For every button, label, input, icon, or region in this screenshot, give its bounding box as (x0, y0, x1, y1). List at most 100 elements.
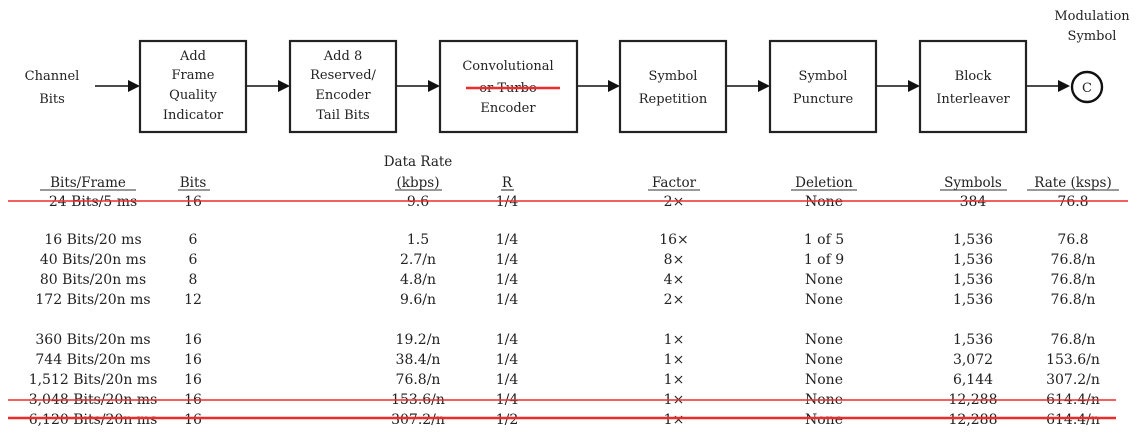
cell-rate: 307.2/n (1046, 372, 1100, 388)
cell-bits-frame: 1,512 Bits/20n ms (29, 372, 158, 388)
cell-data-rate: 76.8/n (396, 372, 441, 388)
cell-symbols: 384 (960, 194, 987, 210)
block-text: Add (179, 49, 206, 64)
cell-rate: 76.8/n (1051, 292, 1096, 308)
cell-r: 1/2 (496, 412, 519, 428)
cell-factor: 2× (664, 194, 685, 210)
block-text: Symbol (649, 69, 698, 84)
header-rate: Rate (ksps) (1034, 175, 1111, 191)
output-label-line-2: Symbol (1068, 29, 1117, 44)
table-row: 6,120 Bits/20n ms 16 307.2/n 1/2 1× None… (29, 412, 1100, 428)
cell-symbols: 1,536 (953, 252, 993, 268)
arrow-head (1058, 80, 1070, 92)
input-label-line-1: Channel (25, 69, 80, 84)
cell-data-rate: 4.8/n (400, 272, 436, 288)
header-r: R (502, 175, 513, 191)
arrow-head (278, 80, 290, 92)
cell-bits: 16 (184, 372, 202, 388)
cell-symbols: 12,288 (949, 412, 998, 428)
cell-factor: 1× (664, 332, 685, 348)
cell-symbols: 1,536 (953, 332, 993, 348)
cell-factor: 1× (664, 412, 685, 428)
cell-data-rate: 307.2/n (391, 412, 445, 428)
cell-symbols: 1,536 (953, 292, 993, 308)
cell-symbols: 3,072 (953, 352, 993, 368)
cell-factor: 16× (659, 232, 689, 248)
cell-bits-frame: 744 Bits/20n ms (35, 352, 150, 368)
cell-r: 1/4 (496, 252, 519, 268)
cell-factor: 1× (664, 352, 685, 368)
cell-factor: 4× (664, 272, 685, 288)
arrow-head (758, 80, 770, 92)
cell-factor: 1× (664, 372, 685, 388)
cell-data-rate: 19.2/n (396, 332, 441, 348)
cell-rate: 76.8 (1057, 194, 1088, 210)
cell-bits-frame: 6,120 Bits/20n ms (29, 412, 158, 428)
table-header: Bits/Frame Bits Data Rate (kbps) R Facto… (40, 154, 1119, 191)
header-factor: Factor (652, 175, 697, 191)
cell-r: 1/4 (496, 292, 519, 308)
cell-data-rate: 9.6 (407, 194, 429, 210)
cell-rate: 76.8 (1057, 232, 1088, 248)
cell-symbols: 1,536 (953, 272, 993, 288)
cell-bits-frame: 24 Bits/5 ms (49, 194, 137, 210)
cell-bits-frame: 360 Bits/20n ms (35, 332, 150, 348)
header-data-rate: (kbps) (397, 175, 440, 191)
block-convolutional-encoder: Convolutional or Turbo Encoder (438, 39, 579, 134)
cell-bits: 8 (189, 272, 198, 288)
table-row: 172 Bits/20n ms 12 9.6/n 1/4 2× None 1,5… (35, 292, 1095, 308)
cell-bits: 12 (184, 292, 202, 308)
table-row: 40 Bits/20n ms 6 2.7/n 1/4 8× 1 of 9 1,5… (40, 252, 1096, 268)
cell-bits: 16 (184, 412, 202, 428)
cell-r: 1/4 (496, 332, 519, 348)
block-text: Indicator (163, 108, 224, 123)
cell-deletion: 1 of 5 (804, 232, 844, 248)
cell-deletion: None (805, 352, 843, 368)
cell-deletion: 1 of 9 (804, 252, 844, 268)
cell-data-rate: 38.4/n (396, 352, 441, 368)
block-text: Block (955, 69, 992, 84)
cell-rate: 76.8/n (1051, 272, 1096, 288)
cell-data-rate: 2.7/n (400, 252, 436, 268)
header-bits-frame: Bits/Frame (50, 175, 126, 191)
block-text: Add 8 (323, 49, 362, 64)
block-text: Symbol (799, 69, 848, 84)
table-row: 24 Bits/5 ms 16 9.6 1/4 2× None 384 76.8 (49, 194, 1089, 210)
cell-deletion: None (805, 272, 843, 288)
cell-bits: 6 (189, 252, 198, 268)
cell-bits-frame: 16 Bits/20 ms (44, 232, 141, 248)
cell-bits: 16 (184, 332, 202, 348)
table-row: 1,512 Bits/20n ms 16 76.8/n 1/4 1× None … (29, 372, 1100, 388)
header-bits: Bits (180, 175, 207, 191)
output-label-line-1: Modulation (1054, 9, 1130, 24)
row-strikethroughs (8, 200, 1128, 420)
block-text: Tail Bits (316, 108, 369, 123)
channel-bits-label: Channel Bits (25, 69, 80, 107)
header-symbols: Symbols (944, 175, 1002, 191)
cell-bits-frame: 40 Bits/20n ms (40, 252, 146, 268)
cell-deletion: None (805, 332, 843, 348)
output-circle (1070, 70, 1104, 104)
cell-rate: 153.6/n (1046, 352, 1100, 368)
table-row: 80 Bits/20n ms 8 4.8/n 1/4 4× None 1,536… (40, 272, 1096, 288)
block-text: Reserved/ (310, 68, 376, 83)
block-text: Puncture (793, 92, 854, 107)
cell-rate: 76.8/n (1051, 252, 1096, 268)
output-node-letter: C (1082, 81, 1092, 96)
cell-bits: 16 (184, 352, 202, 368)
block-text: Quality (169, 88, 217, 103)
input-label-line-2: Bits (39, 92, 65, 107)
arrow-head (428, 80, 440, 92)
header-deletion: Deletion (795, 175, 853, 191)
arrow-head (908, 80, 920, 92)
block-text: Repetition (639, 92, 708, 107)
cell-symbols: 6,144 (953, 372, 993, 388)
table-row: 744 Bits/20n ms 16 38.4/n 1/4 1× None 3,… (35, 352, 1100, 368)
block-text: Frame (171, 68, 214, 83)
cell-deletion: None (805, 372, 843, 388)
cell-bits-frame: 80 Bits/20n ms (40, 272, 146, 288)
arrow-head (608, 80, 620, 92)
cell-symbols: 1,536 (953, 232, 993, 248)
block-text: Convolutional (462, 59, 553, 74)
